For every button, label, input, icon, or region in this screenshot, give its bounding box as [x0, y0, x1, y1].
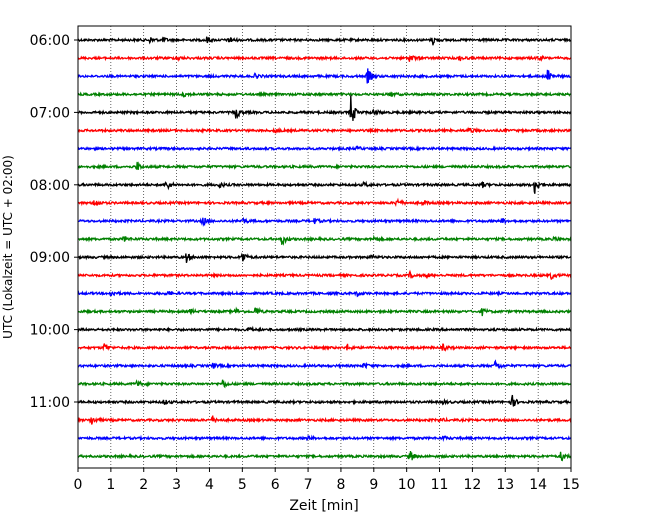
x-tick-label: 7: [304, 477, 313, 493]
x-tick-label: 13: [496, 477, 514, 493]
x-tick-label: 0: [74, 477, 83, 493]
trace-1145: [77, 450, 572, 462]
trace-0615: [77, 54, 572, 63]
x-axis-ticks: 0 1 2 3 4 5 6 7 8 9 10 11 12 13 14 15: [74, 468, 580, 493]
trace-0700: [77, 95, 572, 121]
y-tick-label: 08:00: [30, 178, 70, 194]
seismic-traces: [77, 36, 572, 462]
trace-0645: [77, 90, 572, 98]
x-tick-label: 8: [336, 477, 345, 493]
trace-1045: [77, 379, 572, 389]
y-tick-label: 09:00: [30, 250, 70, 266]
y-tick-label: 11:00: [30, 395, 70, 411]
x-tick-label: 1: [106, 477, 115, 493]
trace-0730: [77, 145, 572, 152]
y-tick-label: 10:00: [30, 323, 70, 339]
trace-1100: [77, 394, 572, 407]
trace-1030: [77, 359, 572, 370]
trace-0900: [77, 252, 572, 263]
x-axis-title: Zeit [min]: [289, 498, 358, 514]
trace-0715: [77, 126, 572, 135]
trace-0630: [77, 68, 572, 84]
y-axis-title: UTC (Lokalzeit = UTC + 02:00): [1, 155, 15, 339]
trace-1015: [77, 343, 572, 352]
plot-frame: [77, 25, 572, 469]
trace-0745: [77, 161, 572, 171]
y-tick-label: 06:00: [30, 33, 70, 49]
x-tick-label: 12: [463, 477, 481, 493]
y-axis-ticks: 06:00 07:00 08:00 09:00 10:00 11:00: [30, 33, 78, 411]
trace-0800: [77, 180, 572, 194]
trace-1130: [77, 434, 572, 443]
trace-0815: [77, 197, 572, 207]
trace-0600: [77, 36, 572, 46]
x-tick-label: 15: [562, 477, 580, 493]
trace-0945: [77, 306, 572, 317]
x-tick-label: 14: [529, 477, 547, 493]
x-tick-label: 6: [271, 477, 280, 493]
x-tick-label: 10: [398, 477, 416, 493]
x-tick-label: 2: [139, 477, 148, 493]
y-tick-label: 07:00: [30, 105, 70, 121]
x-tick-label: 5: [238, 477, 247, 493]
trace-0930: [77, 289, 572, 298]
x-tick-label: 3: [172, 477, 181, 493]
trace-0845: [77, 234, 572, 246]
trace-0915: [77, 269, 572, 281]
x-tick-label: 9: [369, 477, 378, 493]
trace-0830: [77, 216, 572, 227]
x-tick-label: 4: [205, 477, 214, 493]
trace-1115: [77, 415, 572, 425]
x-tick-label: 11: [431, 477, 449, 493]
trace-1000: [77, 325, 572, 333]
